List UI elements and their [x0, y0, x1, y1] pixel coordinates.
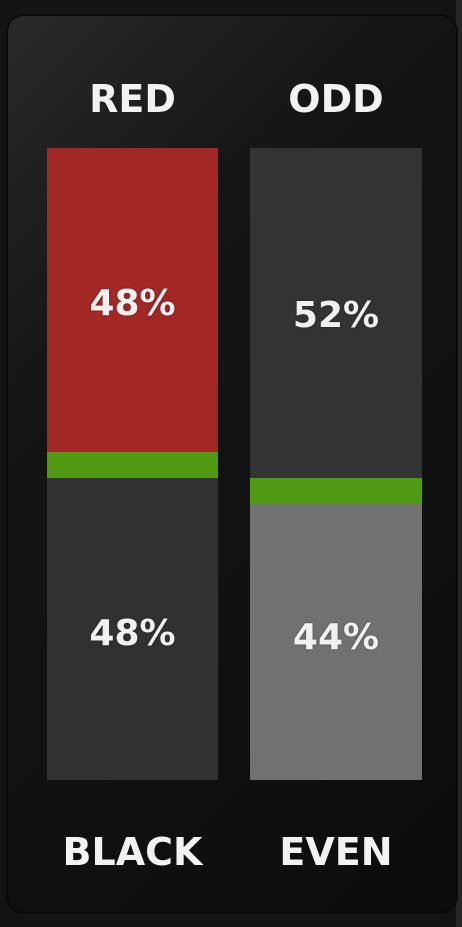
- black-percent: 48%: [89, 613, 176, 654]
- odd-even-divider: [250, 478, 422, 504]
- even-percent: 44%: [292, 617, 380, 658]
- label-even: EVEN: [279, 830, 393, 874]
- odd-percent: 52%: [292, 295, 380, 336]
- red-percent: 48%: [89, 283, 176, 324]
- red-segment: 48%: [47, 148, 218, 452]
- label-red: RED: [89, 77, 176, 121]
- odd-segment: 52%: [250, 148, 422, 478]
- red-black-column: 48% 48%: [47, 148, 218, 780]
- label-odd: ODD: [288, 77, 384, 121]
- even-segment: 44%: [250, 504, 422, 780]
- label-black: BLACK: [62, 830, 203, 874]
- black-segment: 48%: [47, 478, 218, 780]
- red-black-divider: [47, 452, 218, 478]
- odd-even-column: 52% 44%: [250, 148, 422, 780]
- frame-edge: [456, 0, 462, 927]
